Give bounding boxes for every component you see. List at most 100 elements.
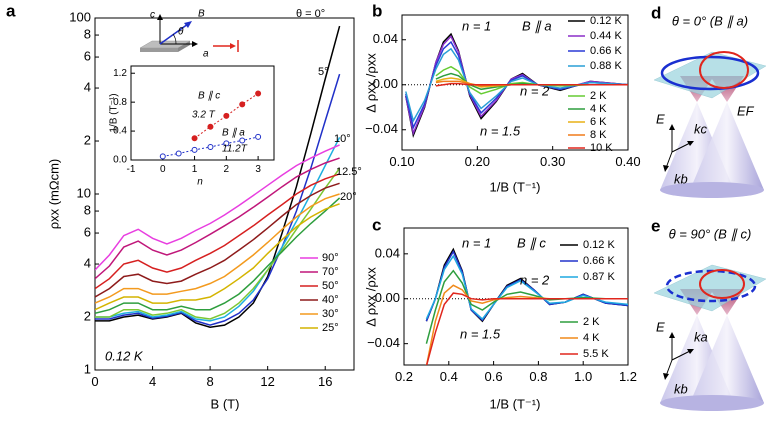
panel-label: c — [372, 215, 381, 234]
series-line — [95, 144, 340, 271]
x-tick-label: 0 — [160, 164, 166, 175]
axis-label: E — [656, 111, 665, 126]
annotation: n = 1 — [462, 235, 491, 250]
series-line — [194, 93, 259, 139]
legend-label: 30° — [322, 308, 339, 320]
annotation: n = 1.5 — [460, 326, 501, 341]
legend-label: 8 K — [590, 129, 607, 141]
plot-area — [95, 25, 341, 328]
y-tick-label: 0.0 — [113, 155, 127, 166]
icon-label: θ — [178, 27, 184, 38]
x-tick-label: 0.40 — [615, 154, 640, 169]
annotation: n = 2 — [520, 83, 550, 98]
x-tick-label: 2 — [224, 164, 230, 175]
y-tick-label: −0.04 — [367, 335, 400, 350]
x-tick-label: 0.30 — [540, 154, 565, 169]
legend-label: 5.5 K — [583, 348, 609, 360]
y-tick-label: 100 — [69, 9, 91, 24]
plot-frame — [403, 227, 629, 366]
plot-frame — [130, 65, 275, 161]
x-tick-label: 0.20 — [465, 154, 490, 169]
annotation: B ∥ a — [222, 128, 245, 139]
annotation: 0.12 K — [105, 348, 144, 363]
point — [239, 137, 246, 144]
y-tick-label: 1 — [84, 361, 91, 376]
y-tick-label: −0.04 — [365, 121, 398, 136]
y-tick-label: 0.04 — [375, 245, 400, 260]
series-line — [95, 182, 340, 298]
x-tick-label: 1 — [192, 164, 198, 175]
icon-label: a — [203, 49, 209, 60]
legend-label: 0.87 K — [583, 271, 615, 283]
legend-label: 0.88 K — [590, 60, 622, 72]
curve-label: 20° — [340, 191, 357, 203]
chart-c: 0.2 0.4 0.6 0.8 1.0 1.2 −0.04 0.00 0.04 1/B (T⁻¹)… — [363, 215, 637, 411]
point — [191, 135, 198, 142]
series-line — [95, 193, 340, 304]
point — [207, 143, 214, 150]
x-tick-label: 0 — [91, 374, 98, 389]
legend-label: 0.66 K — [583, 255, 615, 267]
annotation: B ∥ c — [198, 91, 220, 102]
inset-icon — [139, 14, 239, 52]
axis-label: E — [656, 319, 665, 334]
panel-label: a — [6, 1, 16, 20]
x-tick-label: 0.4 — [440, 369, 458, 384]
x-tick-label: 12 — [260, 374, 274, 389]
diagram-title: θ = 90° (B ∥ c) — [669, 226, 752, 241]
fermi-level-label: EF — [737, 103, 755, 118]
chart-inset: -1 0 1 2 3 0.0 0.4 0.8 1.2 n 1/B (T⁻¹) B ∥ c 3.2 T B … — [109, 9, 275, 188]
fermi-diagram-e — [653, 264, 766, 411]
y-tick-label: 2 — [84, 132, 91, 147]
series-line — [95, 157, 340, 280]
plot-area — [159, 90, 262, 160]
series-line — [95, 197, 341, 315]
x-tick-label: 16 — [318, 374, 332, 389]
icon-label: c — [150, 10, 155, 21]
annotation: B ∥ c — [517, 235, 546, 250]
legend-label: 0.66 K — [590, 45, 622, 57]
y-tick-label: 4 — [84, 255, 91, 270]
point — [239, 101, 246, 108]
y-tick-label: 0.00 — [375, 290, 400, 305]
y-tick-label: 8 — [84, 26, 91, 41]
legend-label: 0.44 K — [590, 30, 622, 42]
x-tick-label: 1.0 — [574, 369, 592, 384]
x-tick-label: 1.2 — [619, 369, 637, 384]
point — [255, 133, 262, 140]
legend-label: 10 K — [590, 142, 613, 154]
point — [223, 140, 230, 147]
plot-area — [405, 32, 628, 139]
x-tick-label: 0.10 — [389, 154, 414, 169]
legend-label: 0.12 K — [590, 15, 622, 27]
annotation: n = 2 — [520, 272, 550, 287]
x-tick-label: 0.2 — [395, 369, 413, 384]
legend-label: 4 K — [583, 332, 600, 344]
curve-label: θ = 0° — [296, 8, 325, 20]
legend-label: 70° — [322, 266, 339, 278]
y-tick-label: 0.00 — [373, 76, 398, 91]
legend-label: 50° — [322, 280, 339, 292]
curve-label: 12.5° — [336, 166, 362, 178]
series-line — [425, 292, 628, 365]
y-axis-label: ρxx (mΩcm) — [46, 159, 61, 230]
axis-label: ka — [694, 329, 708, 344]
x-axis-label: 1/B (T⁻¹) — [490, 396, 541, 411]
point — [159, 153, 166, 160]
x-axis-label: 1/B (T⁻¹) — [490, 179, 541, 194]
axis-label: kc — [694, 121, 708, 136]
series-line — [95, 136, 341, 322]
annotation: n = 1.5 — [480, 123, 521, 138]
y-axis-label: Δ ρxx /ρxx — [363, 53, 378, 113]
point — [223, 112, 230, 119]
legend-label: 40° — [322, 294, 339, 306]
diagram-title: θ = 0° (B ∥ a) — [672, 13, 748, 28]
x-tick-label: 4 — [149, 374, 156, 389]
x-tick-label: 3 — [255, 164, 261, 175]
annotation: n = 1 — [462, 18, 491, 33]
legend-label: 25° — [322, 322, 339, 334]
y-tick-label: 8 — [84, 202, 91, 217]
y-tick-label: 6 — [84, 224, 91, 239]
x-tick-label: 0.8 — [529, 369, 547, 384]
